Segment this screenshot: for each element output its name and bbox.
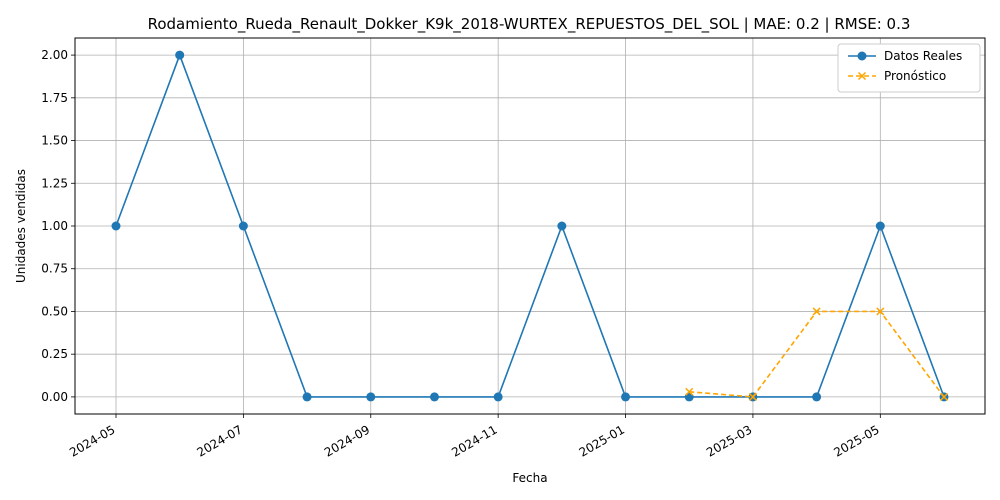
- forecast-point: [876, 307, 885, 316]
- x-tick-label: 2025-03: [704, 422, 754, 459]
- x-tick-label: 2024-09: [322, 422, 372, 459]
- forecast-point: [685, 387, 694, 396]
- series-line-0: [115, 52, 945, 398]
- legend-marker-forecast: [857, 71, 867, 81]
- data-point: [238, 221, 248, 231]
- data-point: [557, 221, 567, 231]
- data-point: [493, 392, 503, 402]
- y-tick-label: 1.25: [41, 176, 68, 190]
- x-tick-label: 2024-07: [194, 422, 244, 459]
- y-tick-label: 1.75: [41, 91, 68, 105]
- y-tick-label: 1.50: [41, 134, 68, 148]
- forecast-point: [939, 392, 949, 401]
- data-point: [621, 392, 631, 402]
- chart-title: Rodamiento_Rueda_Renault_Dokker_K9k_2018…: [148, 15, 911, 34]
- grid: [75, 38, 985, 414]
- x-axis-label: Fecha: [512, 471, 547, 485]
- forecast-point: [812, 307, 821, 316]
- y-axis: 0.00 0.25 0.50 0.75 1.00 1.25 1.50 1.75 2.00: [41, 48, 75, 404]
- data-point: [684, 392, 694, 402]
- x-tick-label: 2024-05: [67, 422, 117, 459]
- data-point: [302, 392, 312, 402]
- data-point: [175, 50, 185, 60]
- x-tick-label: 2024-11: [449, 422, 499, 459]
- legend-label-forecast: Pronóstico: [884, 69, 946, 83]
- y-tick-label: 0.75: [41, 262, 68, 276]
- y-tick-label: 2.00: [41, 48, 68, 62]
- forecast-point: [748, 392, 757, 401]
- legend-marker-real: [857, 51, 867, 61]
- y-tick-label: 0.25: [41, 347, 68, 361]
- legend: Datos Reales Pronóstico: [837, 43, 981, 93]
- data-point: [812, 392, 822, 402]
- data-point: [111, 221, 121, 231]
- x-tick-label: 2025-01: [577, 422, 627, 459]
- data-point: [875, 221, 885, 231]
- y-axis-label: Unidades vendidas: [14, 169, 28, 283]
- y-tick-label: 0.50: [41, 304, 68, 318]
- x-tick-label: 2025-05: [831, 422, 881, 459]
- series-group: [111, 50, 949, 402]
- x-axis: 2024-05 2024-07 2024-09 2024-11 2025-01 2025-…: [67, 414, 882, 460]
- data-point: [429, 392, 439, 402]
- y-tick-label: 1.00: [41, 219, 68, 233]
- data-point: [366, 392, 376, 402]
- legend-label-real: Datos Reales: [884, 49, 962, 63]
- y-tick-label: 0.00: [41, 390, 68, 404]
